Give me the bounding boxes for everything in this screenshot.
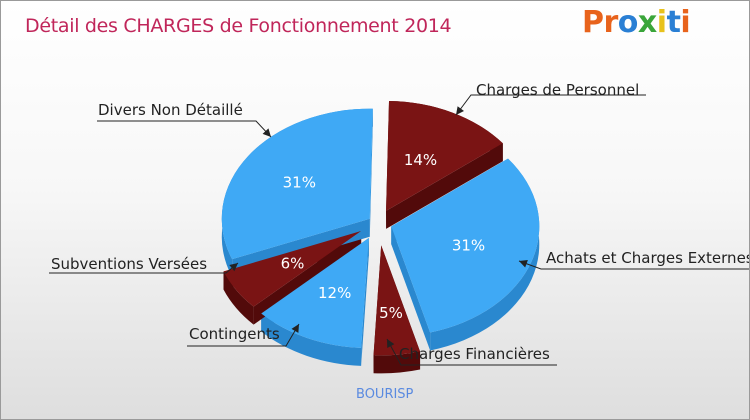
leader-line (187, 323, 300, 347)
leader-arrowhead (519, 259, 528, 268)
logo-letter: o (617, 5, 639, 40)
logo-letter: P (582, 5, 604, 40)
slice-side (373, 351, 421, 374)
slice-category-label: Achats et Charges Externes (546, 249, 750, 267)
slice-wall (369, 108, 373, 237)
leader-arrowhead (387, 339, 395, 348)
slice-category-label: Contingents (189, 325, 280, 343)
commune-name: BOURISP (356, 387, 414, 402)
slice-side (430, 158, 540, 351)
pie-slice (221, 108, 373, 260)
slice-category-label: Charges de Personnel (476, 81, 639, 99)
slice-percent-label: 12% (318, 284, 351, 302)
leader-arrowhead (456, 106, 464, 115)
logo-letter: x (637, 5, 657, 40)
pie-slice (223, 231, 362, 307)
slice-wall (386, 143, 503, 229)
logo-letter: t (666, 5, 681, 40)
leader-line (455, 94, 646, 116)
slice-side (261, 313, 362, 366)
pie-slice (373, 245, 421, 356)
pie-slice (386, 100, 503, 211)
leader-line (386, 338, 557, 366)
leader-arrowhead (229, 263, 238, 272)
chart-title: Détail des CHARGES de Fonctionnement 201… (25, 15, 452, 37)
leader-line (97, 120, 272, 138)
slice-percent-label: 14% (404, 151, 437, 169)
slice-percent-label: 6% (281, 255, 305, 273)
slice-category-label: Charges Financières (399, 345, 550, 363)
pie-slice (391, 158, 540, 333)
leader-arrowhead (262, 128, 271, 137)
slice-percent-label: 31% (452, 236, 485, 254)
leader-arrowhead (291, 324, 299, 333)
logo-letter: i (680, 5, 691, 40)
slice-category-label: Subventions Versées (51, 255, 207, 273)
slice-percent-label: 31% (283, 173, 316, 191)
logo-letter: i (656, 5, 667, 40)
slice-percent-label: 5% (379, 304, 403, 322)
proxiti-logo: Proxiti (582, 5, 691, 40)
logo-letter: r (603, 5, 619, 40)
slice-category-label: Divers Non Détaillé (98, 101, 243, 119)
slice-wall (361, 237, 369, 366)
pie-slice (261, 237, 369, 348)
slice-wall (391, 226, 431, 351)
